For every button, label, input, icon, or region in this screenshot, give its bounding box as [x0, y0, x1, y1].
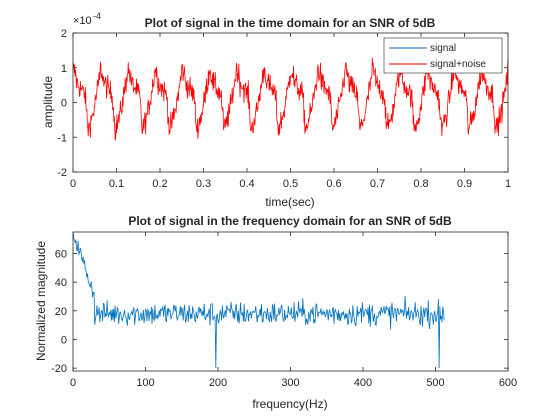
legend: signal signal+noise: [383, 37, 503, 74]
time-x-axis-label: time(sec): [265, 195, 314, 209]
time-axes-plot-area: [72, 57, 509, 141]
time-y-tick-label: -1: [57, 132, 67, 144]
time-x-tick-label: 0.7: [370, 178, 385, 190]
time-x-tick-label: 0.3: [196, 178, 211, 190]
freq-x-tick-label: 400: [354, 377, 372, 389]
time-x-tick-label: 1: [505, 178, 511, 190]
time-axes-ticks: 0 0.1 0.2 0.3 0.4 0.5 0.6 0.7 0.8 0.9 1 -2 -1 0 1 2: [57, 28, 511, 190]
time-x-tick-label: 0.5: [283, 178, 298, 190]
freq-y-tick-label: 0: [61, 334, 67, 346]
freq-y-tick-label: 40: [55, 277, 67, 289]
legend-signal-label: signal: [430, 43, 456, 54]
freq-x-tick-label: 100: [136, 377, 154, 389]
freq-axes-background: [73, 232, 508, 371]
time-x-tick-label: 0.8: [413, 178, 428, 190]
signal-noise-series-line: [72, 57, 509, 141]
time-y-tick-label: 2: [61, 28, 67, 40]
y-exponent-label: ×10 -4: [73, 11, 101, 27]
time-x-tick-label: 0.4: [239, 178, 254, 190]
freq-x-tick-label: 300: [281, 377, 299, 389]
freq-x-tick-label: 600: [499, 377, 517, 389]
time-x-tick-label: 0.9: [457, 178, 472, 190]
freq-axes-plot-area: [72, 231, 445, 369]
freq-x-tick-label: 200: [209, 377, 227, 389]
freq-y-axis-label: Normalized magnitude: [34, 241, 48, 361]
time-y-axis-label: amplitude: [41, 76, 55, 128]
y-exponent-power: -4: [93, 11, 101, 21]
freq-y-tick-label: -20: [51, 363, 67, 375]
freq-y-tick-label: 20: [55, 306, 67, 318]
time-x-tick-label: 0.2: [152, 178, 167, 190]
freq-chart-title: Plot of signal in the frequency domain f…: [128, 214, 452, 228]
time-chart-title: Plot of signal in the time domain for an…: [145, 16, 436, 30]
freq-x-axis-label: frequency(Hz): [252, 397, 327, 411]
time-x-tick-label: 0.1: [109, 178, 124, 190]
legend-signal-noise-label: signal+noise: [430, 59, 486, 70]
y-exponent-base: ×10: [73, 15, 92, 27]
time-y-tick-label: 0: [61, 98, 67, 110]
spectrum-series-line: [72, 231, 445, 369]
time-y-tick-label: -2: [57, 167, 67, 179]
freq-y-tick-label: 60: [55, 248, 67, 260]
time-axes-box: [72, 32, 509, 173]
time-x-tick-label: 0: [70, 178, 76, 190]
freq-axes-box: [72, 231, 509, 372]
freq-x-tick-label: 0: [70, 377, 76, 389]
freq-x-tick-label: 500: [426, 377, 444, 389]
time-domain-axes: 0 0.1 0.2 0.3 0.4 0.5 0.6 0.7 0.8 0.9 1 -2 -1 0 1 2 Plo…: [41, 11, 511, 209]
time-x-tick-label: 0.6: [326, 178, 341, 190]
time-y-tick-label: 1: [61, 63, 67, 75]
legend-box: [383, 37, 503, 74]
